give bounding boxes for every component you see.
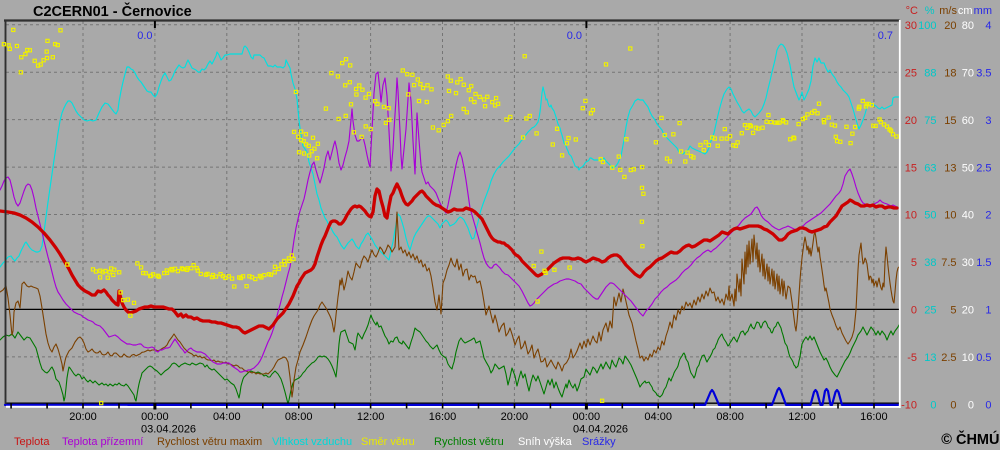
svg-text:15: 15 (905, 162, 917, 174)
svg-text:1: 1 (985, 305, 991, 317)
svg-text:3.5: 3.5 (976, 67, 991, 79)
svg-text:10: 10 (962, 352, 974, 364)
svg-text:3: 3 (985, 115, 991, 127)
svg-text:12:00: 12:00 (357, 411, 385, 423)
svg-text:Směr větru: Směr větru (361, 436, 415, 448)
svg-text:80: 80 (962, 20, 974, 32)
svg-text:20: 20 (944, 20, 956, 32)
svg-text:4: 4 (985, 20, 991, 32)
svg-text:0.0: 0.0 (567, 30, 582, 42)
svg-text:-5: -5 (907, 352, 917, 364)
svg-text:08:00: 08:00 (716, 411, 744, 423)
svg-text:20: 20 (905, 115, 917, 127)
svg-text:Teplota přízemní: Teplota přízemní (62, 436, 143, 448)
svg-text:16:00: 16:00 (860, 411, 888, 423)
svg-text:00:00: 00:00 (141, 411, 169, 423)
svg-text:20:00: 20:00 (501, 411, 529, 423)
svg-text:04:00: 04:00 (644, 411, 672, 423)
svg-text:0: 0 (985, 400, 991, 412)
svg-text:50: 50 (924, 210, 936, 222)
svg-text:7.5: 7.5 (941, 257, 956, 269)
svg-text:Srážky: Srážky (582, 436, 616, 448)
svg-text:2: 2 (985, 210, 991, 222)
svg-text:10: 10 (905, 210, 917, 222)
svg-text:25: 25 (905, 67, 917, 79)
svg-text:2.5: 2.5 (976, 162, 991, 174)
svg-text:16:00: 16:00 (429, 411, 457, 423)
svg-text:5: 5 (950, 305, 956, 317)
svg-text:18: 18 (944, 67, 956, 79)
svg-text:88: 88 (924, 67, 936, 79)
svg-text:Teplota: Teplota (14, 436, 50, 448)
svg-text:13: 13 (944, 162, 956, 174)
svg-text:C2CERN01 - Černovice: C2CERN01 - Černovice (33, 2, 192, 20)
svg-text:© ČHMÚ: © ČHMÚ (941, 430, 999, 448)
svg-text:20:00: 20:00 (69, 411, 97, 423)
svg-text:12:00: 12:00 (788, 411, 816, 423)
svg-text:75: 75 (924, 115, 936, 127)
svg-text:0.5: 0.5 (976, 352, 991, 364)
svg-text:1.5: 1.5 (976, 257, 991, 269)
svg-text:100: 100 (918, 20, 936, 32)
svg-text:10: 10 (944, 210, 956, 222)
svg-text:15: 15 (944, 115, 956, 127)
svg-text:60: 60 (962, 115, 974, 127)
svg-text:30: 30 (962, 257, 974, 269)
svg-text:04:00: 04:00 (213, 411, 241, 423)
svg-text:%: % (925, 5, 935, 17)
svg-text:63: 63 (924, 162, 936, 174)
svg-text:50: 50 (962, 162, 974, 174)
svg-text:0: 0 (950, 400, 956, 412)
svg-text:03.04.2026: 03.04.2026 (141, 424, 196, 436)
svg-text:Rychlost větru: Rychlost větru (434, 436, 504, 448)
svg-text:25: 25 (924, 305, 936, 317)
svg-text:mm: mm (974, 5, 992, 17)
svg-text:13: 13 (924, 352, 936, 364)
svg-text:0: 0 (930, 400, 936, 412)
svg-text:m/s: m/s (939, 5, 957, 17)
svg-text:20: 20 (962, 305, 974, 317)
svg-text:00:00: 00:00 (573, 411, 601, 423)
svg-text:40: 40 (962, 210, 974, 222)
svg-text:Vlhkost vzduchu: Vlhkost vzduchu (272, 436, 352, 448)
svg-text:08:00: 08:00 (285, 411, 313, 423)
svg-text:0: 0 (968, 400, 974, 412)
svg-text:°C: °C (906, 5, 918, 17)
svg-text:0.0: 0.0 (137, 30, 152, 42)
svg-text:cm: cm (958, 5, 973, 17)
svg-text:30: 30 (905, 20, 917, 32)
svg-text:5: 5 (911, 257, 917, 269)
svg-text:0.7: 0.7 (878, 30, 893, 42)
svg-text:70: 70 (962, 67, 974, 79)
svg-text:04.04.2026: 04.04.2026 (573, 424, 628, 436)
svg-text:Sníh výška: Sníh výška (518, 436, 573, 448)
svg-text:2.5: 2.5 (941, 352, 956, 364)
svg-text:-10: -10 (901, 400, 917, 412)
svg-text:38: 38 (924, 257, 936, 269)
svg-text:0: 0 (911, 305, 917, 317)
svg-text:Rychlost větru maxim: Rychlost větru maxim (157, 436, 262, 448)
